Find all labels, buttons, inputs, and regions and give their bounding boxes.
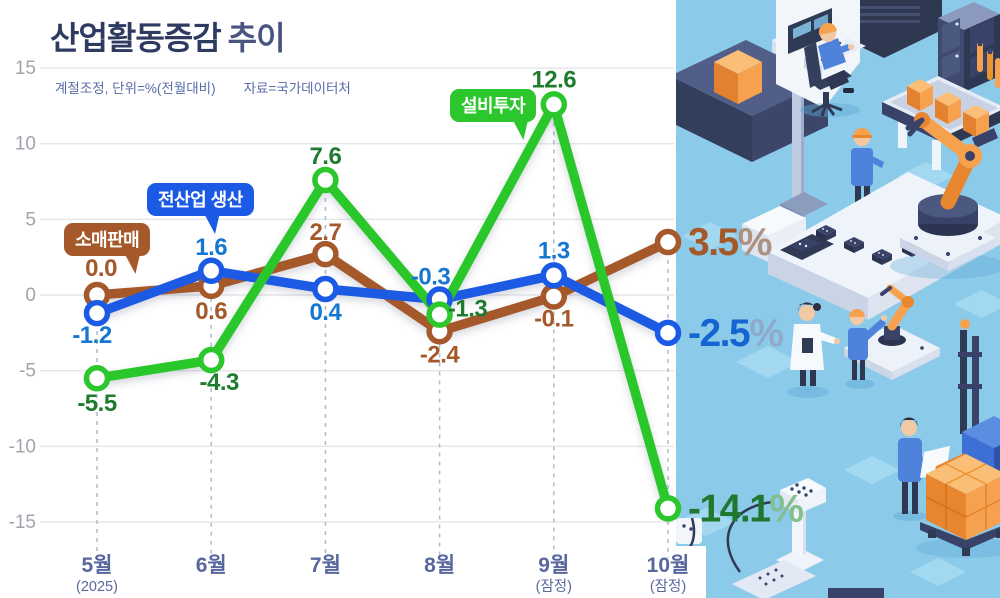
data-point bbox=[197, 272, 225, 300]
assembly-conveyor bbox=[742, 128, 1000, 320]
data-point bbox=[197, 346, 225, 374]
legend-facility-investment: 설비투자 bbox=[450, 89, 537, 122]
mini-robots bbox=[676, 478, 884, 598]
x-tick-label: 9월 bbox=[538, 554, 569, 577]
point-value-label: -4.3 bbox=[200, 369, 240, 396]
series-lines bbox=[92, 99, 673, 514]
data-point bbox=[312, 275, 339, 303]
y-tick-label: -5 bbox=[19, 361, 36, 382]
robot-arm-large bbox=[890, 112, 1000, 279]
point-value-label: -2.4 bbox=[420, 341, 461, 368]
month-guide-lines bbox=[96, 104, 669, 558]
scientist bbox=[787, 302, 840, 398]
data-point bbox=[540, 91, 568, 118]
pallet-stack bbox=[916, 454, 1000, 558]
conveyor-boxes bbox=[907, 79, 989, 137]
y-tick-label: 10 bbox=[15, 134, 36, 155]
point-value-label: 2.7 bbox=[309, 219, 341, 246]
hanging-rods bbox=[977, 40, 1000, 88]
point-value-label: -0.1 bbox=[534, 306, 574, 333]
x-tick-label: 6월 bbox=[196, 554, 227, 577]
y-tick-label: 0 bbox=[25, 285, 36, 306]
supervisor bbox=[893, 417, 950, 521]
x-axis-labels: 5월(2025)6월 7월 8월 9월(잠정)10월(잠정) bbox=[76, 554, 689, 595]
data-point bbox=[83, 281, 111, 309]
title-sub: 추이 bbox=[227, 20, 286, 56]
data-point bbox=[83, 364, 111, 392]
source-note: 자료=국가데이터처 bbox=[243, 81, 351, 96]
page-title: 산업활동증감 추이 bbox=[50, 13, 286, 59]
y-tick-label: 15 bbox=[15, 58, 36, 79]
point-value-label: -0.3 bbox=[411, 264, 451, 291]
data-point bbox=[540, 262, 568, 289]
seated-operator bbox=[800, 22, 860, 117]
line-worker bbox=[851, 128, 884, 202]
legend-industry-production: 전산업 생산 bbox=[147, 183, 254, 216]
point-value-label: 1.3 bbox=[538, 237, 570, 264]
press-machine bbox=[676, 0, 942, 162]
data-points bbox=[83, 91, 682, 522]
robot-trainer bbox=[844, 284, 940, 389]
x-tick-label: 7월 bbox=[310, 554, 341, 577]
unit-note: 계절조정, 단위=%(전월대비) bbox=[55, 81, 216, 96]
x-tick-sublabel: (잠정) bbox=[536, 578, 572, 595]
point-value-label: 0.4 bbox=[309, 299, 342, 326]
data-point bbox=[426, 286, 453, 313]
y-tick-label: -15 bbox=[9, 512, 36, 533]
grid-lines: 15 10 5 0 -5 -10 -15 bbox=[9, 58, 674, 533]
point-value-label: 12.6 bbox=[531, 66, 576, 93]
data-point bbox=[426, 318, 453, 345]
point-value-label: 0.0 bbox=[85, 255, 117, 282]
x-tick-label: 8월 bbox=[424, 554, 455, 577]
series-line bbox=[92, 237, 673, 337]
title-main: 산업활동증감 bbox=[50, 20, 222, 56]
point-value-label: 0.6 bbox=[195, 298, 227, 325]
chart-notes: 계절조정, 단위=%(전월대비) 자료=국가데이터처 bbox=[55, 77, 351, 97]
axis-label-notch bbox=[676, 546, 706, 598]
data-point bbox=[197, 257, 225, 285]
series-line bbox=[92, 266, 673, 338]
factory-illustration bbox=[676, 0, 1000, 598]
x-tick-label: 5월 bbox=[82, 554, 113, 577]
point-value-label: 7.6 bbox=[309, 143, 341, 170]
series-line bbox=[92, 99, 673, 514]
point-value-label: -5.5 bbox=[77, 390, 117, 417]
data-point bbox=[426, 301, 453, 328]
point-value-label: -1.3 bbox=[448, 296, 488, 323]
point-value-label: -1.2 bbox=[72, 322, 112, 349]
data-point bbox=[540, 283, 568, 310]
point-value-label: 1.6 bbox=[195, 234, 227, 261]
x-tick-sublabel: (2025) bbox=[76, 579, 118, 595]
data-point bbox=[312, 240, 339, 268]
legend-retail-sales: 소매판매 bbox=[64, 223, 151, 256]
y-tick-label: 5 bbox=[25, 209, 36, 230]
y-tick-label: -10 bbox=[9, 436, 36, 457]
data-point bbox=[312, 166, 339, 194]
data-point bbox=[83, 299, 111, 327]
